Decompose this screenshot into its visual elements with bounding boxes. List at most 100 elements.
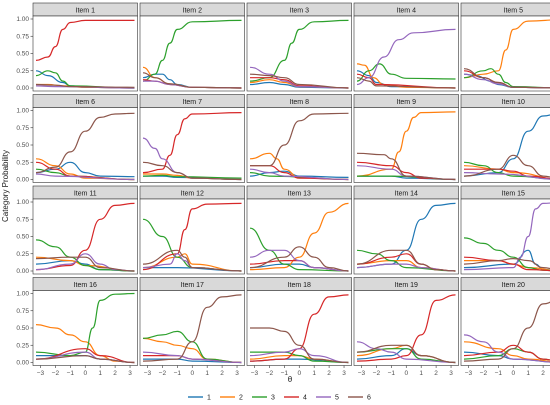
series-line-4	[35, 202, 135, 271]
panel-title: Item 5	[504, 8, 524, 15]
panel: Item 3	[246, 2, 352, 92]
x-tick-label: −3	[144, 370, 152, 377]
series-line-4	[35, 348, 135, 364]
y-tick-label: 0.75	[16, 125, 29, 132]
y-tick-label: 0.50	[16, 325, 29, 332]
panel-title: Item 19	[395, 282, 418, 289]
plot-area	[460, 15, 550, 92]
y-tick-label: 0.50	[16, 234, 29, 241]
x-tick-label: 0	[297, 370, 301, 377]
panel: Item 4	[353, 2, 459, 92]
x-tick-label: 2	[541, 370, 545, 377]
x-tick-label: 3	[342, 370, 346, 377]
y-tick-label: 0.00	[16, 268, 29, 275]
series-line-6	[142, 72, 242, 89]
x-tick-label: −2	[52, 370, 60, 377]
series-line-4	[463, 344, 550, 361]
series-line-6	[463, 68, 550, 89]
x-tick-label: 2	[113, 370, 117, 377]
plot-area	[139, 290, 245, 366]
y-tick-label: 0.75	[16, 33, 29, 40]
panel: Item 2	[139, 2, 245, 92]
series-line-4	[249, 294, 349, 362]
series-line-6	[250, 327, 349, 364]
legend-label: 4	[303, 395, 307, 402]
y-tick-label: 1.00	[16, 108, 29, 115]
series-line-6	[356, 77, 456, 89]
panel-title: Item 20	[502, 282, 525, 289]
panel: Item 19 −3 −2 −1 0 1 2 3	[353, 277, 459, 377]
panel: Item 14	[353, 185, 459, 275]
x-tick-label: 2	[434, 370, 438, 377]
panel: Item 6 0.00 0.25 0.50 0.75 1.00	[16, 94, 138, 184]
series-line-3	[463, 68, 550, 89]
series-line-1	[463, 114, 550, 177]
series-line-5	[249, 348, 349, 364]
plot-area	[353, 15, 459, 92]
series-line-5	[356, 341, 456, 364]
x-tick-label: −2	[159, 370, 167, 377]
series-line-6	[463, 301, 550, 362]
series-line-6	[463, 257, 550, 270]
series-line-2	[463, 19, 550, 79]
y-tick-label: 1.00	[16, 16, 29, 23]
panel-title: Item 14	[395, 191, 418, 198]
series-line-1	[143, 358, 242, 364]
series-line-6	[35, 112, 135, 174]
y-axis-title: Category Probability	[1, 150, 10, 222]
x-tick-label: 3	[449, 370, 453, 377]
x-tick-label: 0	[83, 370, 87, 377]
y-tick-label: 1.00	[16, 291, 29, 298]
panel: Item 9	[353, 94, 459, 183]
y-tick-label: 0.50	[16, 51, 29, 58]
legend: 1 2 3 4 5 6	[188, 395, 371, 402]
x-tick-label: −2	[480, 370, 488, 377]
legend-item: 3	[252, 395, 275, 402]
series-line-2	[35, 324, 135, 364]
series-line-3	[142, 330, 242, 364]
series-line-1	[249, 170, 349, 178]
y-tick-label: 1.00	[16, 199, 29, 206]
panel: Item 16 0.00 0.25 0.50 0.75 1.00 −3 −2 −1 0 1 2 3	[16, 277, 138, 377]
y-tick-label: 0.25	[16, 159, 29, 166]
legend-label: 3	[271, 395, 275, 402]
series-line-6	[250, 112, 349, 167]
x-tick-label: −3	[251, 370, 259, 377]
panel-title: Item 6	[76, 99, 96, 106]
panel-title: Item 1	[76, 8, 96, 15]
x-axis-title: θ	[288, 375, 293, 384]
x-tick-label: −3	[465, 370, 473, 377]
y-tick-label: 0.75	[16, 308, 29, 315]
series-line-3	[35, 292, 135, 357]
y-tick-label: 0.50	[16, 142, 29, 149]
series-line-3	[356, 249, 456, 272]
x-tick-label: 0	[190, 370, 194, 377]
series-line-5	[463, 172, 550, 180]
panel-title: Item 16	[74, 282, 97, 289]
legend-item: 6	[348, 395, 371, 402]
x-tick-label: −1	[281, 370, 289, 377]
plot-area	[246, 15, 352, 92]
series-line-6	[463, 154, 550, 178]
series-line-2	[249, 202, 349, 271]
plot-area	[246, 107, 352, 183]
series-line-5	[142, 351, 242, 364]
panel-title: Item 9	[397, 99, 417, 106]
panel: Item 17 −3 −2 −1 0 1 2 3	[139, 277, 245, 377]
series-line-2	[142, 253, 242, 272]
x-tick-label: 1	[419, 370, 423, 377]
y-tick-label: 0.75	[16, 216, 29, 223]
x-tick-label: 2	[220, 370, 224, 377]
x-tick-label: 3	[128, 370, 132, 377]
x-tick-label: 1	[526, 370, 530, 377]
x-tick-label: −2	[373, 370, 381, 377]
series-line-5	[249, 249, 349, 272]
x-tick-label: −1	[67, 370, 75, 377]
plot-area	[139, 15, 245, 92]
panel-title: Item 15	[502, 191, 525, 198]
series-line-3	[35, 239, 135, 272]
panel-title: Item 10	[502, 99, 525, 106]
x-tick-label: −1	[388, 370, 396, 377]
